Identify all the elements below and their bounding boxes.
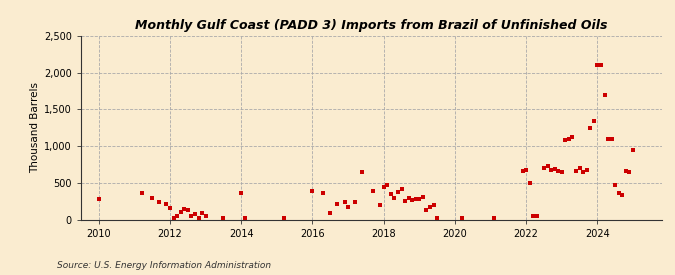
Point <box>168 216 179 220</box>
Point <box>589 118 599 123</box>
Point <box>567 135 578 140</box>
Point <box>556 170 567 174</box>
Point <box>628 148 639 152</box>
Point <box>564 137 574 141</box>
Point <box>196 210 207 215</box>
Point <box>599 92 610 97</box>
Point <box>357 170 368 174</box>
Point <box>531 214 542 219</box>
Point <box>425 205 435 209</box>
Point <box>382 182 393 187</box>
Point <box>432 216 443 220</box>
Point <box>585 126 595 130</box>
Point <box>620 169 631 174</box>
Point <box>186 213 197 218</box>
Point <box>457 216 468 220</box>
Point <box>350 199 360 204</box>
Point <box>521 168 532 172</box>
Point <box>368 188 379 193</box>
Point <box>165 206 176 210</box>
Point <box>414 196 425 201</box>
Point <box>539 166 549 170</box>
Point <box>176 210 186 214</box>
Point <box>606 137 617 141</box>
Point <box>385 192 396 196</box>
Point <box>240 216 250 220</box>
Point <box>378 185 389 189</box>
Point <box>549 167 560 171</box>
Point <box>343 205 354 209</box>
Point <box>200 214 211 219</box>
Point <box>389 196 400 200</box>
Point <box>403 196 414 200</box>
Point <box>93 196 104 201</box>
Point <box>193 216 204 220</box>
Point <box>617 193 628 197</box>
Point <box>624 170 635 174</box>
Point <box>545 168 556 172</box>
Point <box>528 214 539 219</box>
Point <box>339 200 350 205</box>
Point <box>182 208 193 213</box>
Point <box>595 63 606 67</box>
Point <box>489 216 500 220</box>
Point <box>517 168 528 173</box>
Text: Source: U.S. Energy Information Administration: Source: U.S. Energy Information Administ… <box>57 260 271 270</box>
Title: Monthly Gulf Coast (PADD 3) Imports from Brazil of Unfinished Oils: Monthly Gulf Coast (PADD 3) Imports from… <box>135 19 608 32</box>
Point <box>279 216 290 220</box>
Point <box>570 169 581 174</box>
Point <box>393 190 404 194</box>
Point <box>218 216 229 220</box>
Point <box>375 203 385 207</box>
Point <box>171 214 182 219</box>
Point <box>154 199 165 204</box>
Point <box>136 191 147 195</box>
Point <box>581 168 592 172</box>
Point <box>578 170 589 174</box>
Point <box>307 188 318 193</box>
Point <box>410 197 421 202</box>
Point <box>610 183 620 188</box>
Point <box>325 210 335 215</box>
Point <box>553 169 564 174</box>
Point <box>400 199 410 203</box>
Point <box>603 137 614 141</box>
Point <box>318 191 329 196</box>
Point <box>179 207 190 211</box>
Point <box>147 196 158 200</box>
Point <box>190 212 200 216</box>
Y-axis label: Thousand Barrels: Thousand Barrels <box>30 82 40 173</box>
Point <box>592 63 603 67</box>
Point <box>428 203 439 207</box>
Point <box>396 187 407 191</box>
Point <box>161 202 172 206</box>
Point <box>614 191 624 196</box>
Point <box>542 164 553 168</box>
Point <box>421 207 432 212</box>
Point <box>418 195 429 199</box>
Point <box>560 138 571 143</box>
Point <box>407 198 418 202</box>
Point <box>332 202 343 206</box>
Point <box>236 191 246 195</box>
Point <box>524 181 535 185</box>
Point <box>574 166 585 170</box>
